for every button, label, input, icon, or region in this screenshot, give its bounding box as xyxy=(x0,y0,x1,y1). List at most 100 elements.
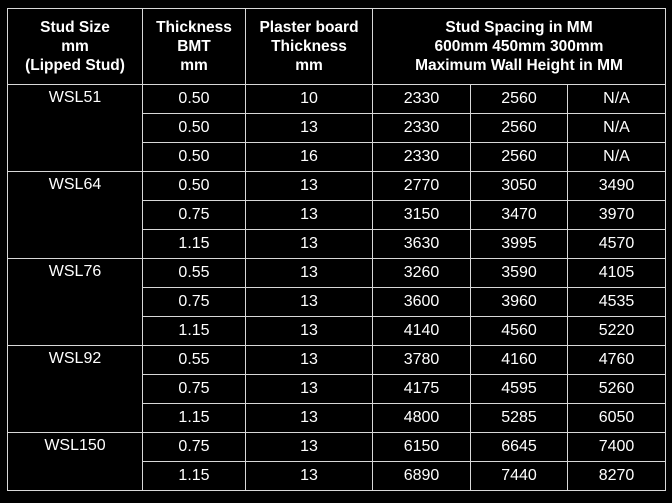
stud-size-cell xyxy=(7,287,143,317)
header-thickness-line-1: Thickness xyxy=(156,19,232,36)
table-row: WSL51 0.50 10 2330 2560 N/A xyxy=(7,84,666,114)
table-row: WSL92 0.55 13 3780 4160 4760 xyxy=(7,345,666,375)
header-thickness: Thickness BMT mm xyxy=(142,8,246,85)
height-300-cell: 4105 xyxy=(567,258,666,288)
stud-size-cell: WSL51 xyxy=(7,84,143,114)
plaster-cell: 13 xyxy=(245,432,373,462)
plaster-cell: 13 xyxy=(245,403,373,433)
table-row: 0.50 13 2330 2560 N/A xyxy=(7,113,666,143)
height-300-cell: 3970 xyxy=(567,200,666,230)
header-stud-size-line-1: Stud Size xyxy=(40,19,110,36)
thickness-cell: 1.15 xyxy=(142,229,246,259)
thickness-cell: 1.15 xyxy=(142,316,246,346)
header-row: Stud Size mm (Lipped Stud) Thickness BMT… xyxy=(7,8,666,85)
table-body: WSL51 0.50 10 2330 2560 N/A 0.50 13 2330 2560 N/A 0… xyxy=(7,84,666,491)
plaster-cell: 13 xyxy=(245,258,373,288)
height-450-cell: 3050 xyxy=(470,171,568,201)
stud-size-cell xyxy=(7,113,143,143)
height-450-cell: 4595 xyxy=(470,374,568,404)
stud-size-cell xyxy=(7,142,143,172)
height-450-cell: 3590 xyxy=(470,258,568,288)
height-600-cell: 3780 xyxy=(372,345,471,375)
stud-size-cell xyxy=(7,229,143,259)
stud-size-cell: WSL64 xyxy=(7,171,143,201)
height-300-cell: N/A xyxy=(567,84,666,114)
height-300-cell: 3490 xyxy=(567,171,666,201)
height-600-cell: 2330 xyxy=(372,113,471,143)
height-450-cell: 3995 xyxy=(470,229,568,259)
height-600-cell: 6890 xyxy=(372,461,471,491)
height-450-cell: 2560 xyxy=(470,113,568,143)
table-row: 1.15 13 3630 3995 4570 xyxy=(7,229,666,259)
height-600-cell: 3260 xyxy=(372,258,471,288)
height-300-cell: 8270 xyxy=(567,461,666,491)
stud-size-cell xyxy=(7,316,143,346)
stud-size-cell: WSL76 xyxy=(7,258,143,288)
height-300-cell: 4535 xyxy=(567,287,666,317)
table-row: 1.15 13 4800 5285 6050 xyxy=(7,403,666,433)
table-row: 0.75 13 3600 3960 4535 xyxy=(7,287,666,317)
height-450-cell: 5285 xyxy=(470,403,568,433)
header-spacing-line-2: 600mm 450mm 300mm xyxy=(434,38,604,55)
header-thickness-line-2: BMT xyxy=(177,38,211,55)
thickness-cell: 0.75 xyxy=(142,432,246,462)
plaster-cell: 13 xyxy=(245,316,373,346)
height-600-cell: 3600 xyxy=(372,287,471,317)
height-300-cell: 5220 xyxy=(567,316,666,346)
table-row: 0.75 13 3150 3470 3970 xyxy=(7,200,666,230)
header-stud-size-line-2: mm xyxy=(61,38,89,55)
height-450-cell: 2560 xyxy=(470,142,568,172)
thickness-cell: 1.15 xyxy=(142,403,246,433)
height-450-cell: 3470 xyxy=(470,200,568,230)
table-row: 1.15 13 6890 7440 8270 xyxy=(7,461,666,491)
height-450-cell: 2560 xyxy=(470,84,568,114)
table-row: 0.50 16 2330 2560 N/A xyxy=(7,142,666,172)
thickness-cell: 0.75 xyxy=(142,200,246,230)
height-450-cell: 4160 xyxy=(470,345,568,375)
plaster-cell: 13 xyxy=(245,461,373,491)
header-plaster-line-1: Plaster board xyxy=(259,19,359,36)
header-stud-size: Stud Size mm (Lipped Stud) xyxy=(7,8,143,85)
stud-size-cell xyxy=(7,200,143,230)
height-600-cell: 3150 xyxy=(372,200,471,230)
header-plaster-line-2: Thickness xyxy=(271,38,347,55)
thickness-cell: 0.50 xyxy=(142,113,246,143)
plaster-cell: 13 xyxy=(245,229,373,259)
table-row: 0.75 13 4175 4595 5260 xyxy=(7,374,666,404)
height-450-cell: 7440 xyxy=(470,461,568,491)
plaster-cell: 13 xyxy=(245,287,373,317)
height-300-cell: 4760 xyxy=(567,345,666,375)
plaster-cell: 13 xyxy=(245,374,373,404)
table-row: WSL76 0.55 13 3260 3590 4105 xyxy=(7,258,666,288)
header-stud-spacing: Stud Spacing in MM 600mm 450mm 300mm Max… xyxy=(372,8,666,85)
height-450-cell: 3960 xyxy=(470,287,568,317)
height-300-cell: 6050 xyxy=(567,403,666,433)
thickness-cell: 0.50 xyxy=(142,84,246,114)
stud-size-cell xyxy=(7,461,143,491)
stud-size-cell xyxy=(7,374,143,404)
header-spacing-line-1: Stud Spacing in MM xyxy=(445,19,593,36)
height-600-cell: 6150 xyxy=(372,432,471,462)
height-300-cell: 5260 xyxy=(567,374,666,404)
thickness-cell: 1.15 xyxy=(142,461,246,491)
table-row: WSL64 0.50 13 2770 3050 3490 xyxy=(7,171,666,201)
height-600-cell: 4175 xyxy=(372,374,471,404)
height-300-cell: N/A xyxy=(567,142,666,172)
thickness-cell: 0.55 xyxy=(142,258,246,288)
header-stud-size-line-3: (Lipped Stud) xyxy=(25,57,125,74)
header-plaster-board: Plaster board Thickness mm xyxy=(245,8,373,85)
height-600-cell: 2330 xyxy=(372,84,471,114)
plaster-cell: 16 xyxy=(245,142,373,172)
height-300-cell: 4570 xyxy=(567,229,666,259)
thickness-cell: 0.55 xyxy=(142,345,246,375)
height-600-cell: 2770 xyxy=(372,171,471,201)
plaster-cell: 13 xyxy=(245,200,373,230)
plaster-cell: 13 xyxy=(245,345,373,375)
header-thickness-line-3: mm xyxy=(180,57,208,74)
height-450-cell: 4560 xyxy=(470,316,568,346)
plaster-cell: 10 xyxy=(245,84,373,114)
table-header: Stud Size mm (Lipped Stud) Thickness BMT… xyxy=(7,8,666,85)
table-row: WSL150 0.75 13 6150 6645 7400 xyxy=(7,432,666,462)
thickness-cell: 0.50 xyxy=(142,142,246,172)
stud-size-cell xyxy=(7,403,143,433)
